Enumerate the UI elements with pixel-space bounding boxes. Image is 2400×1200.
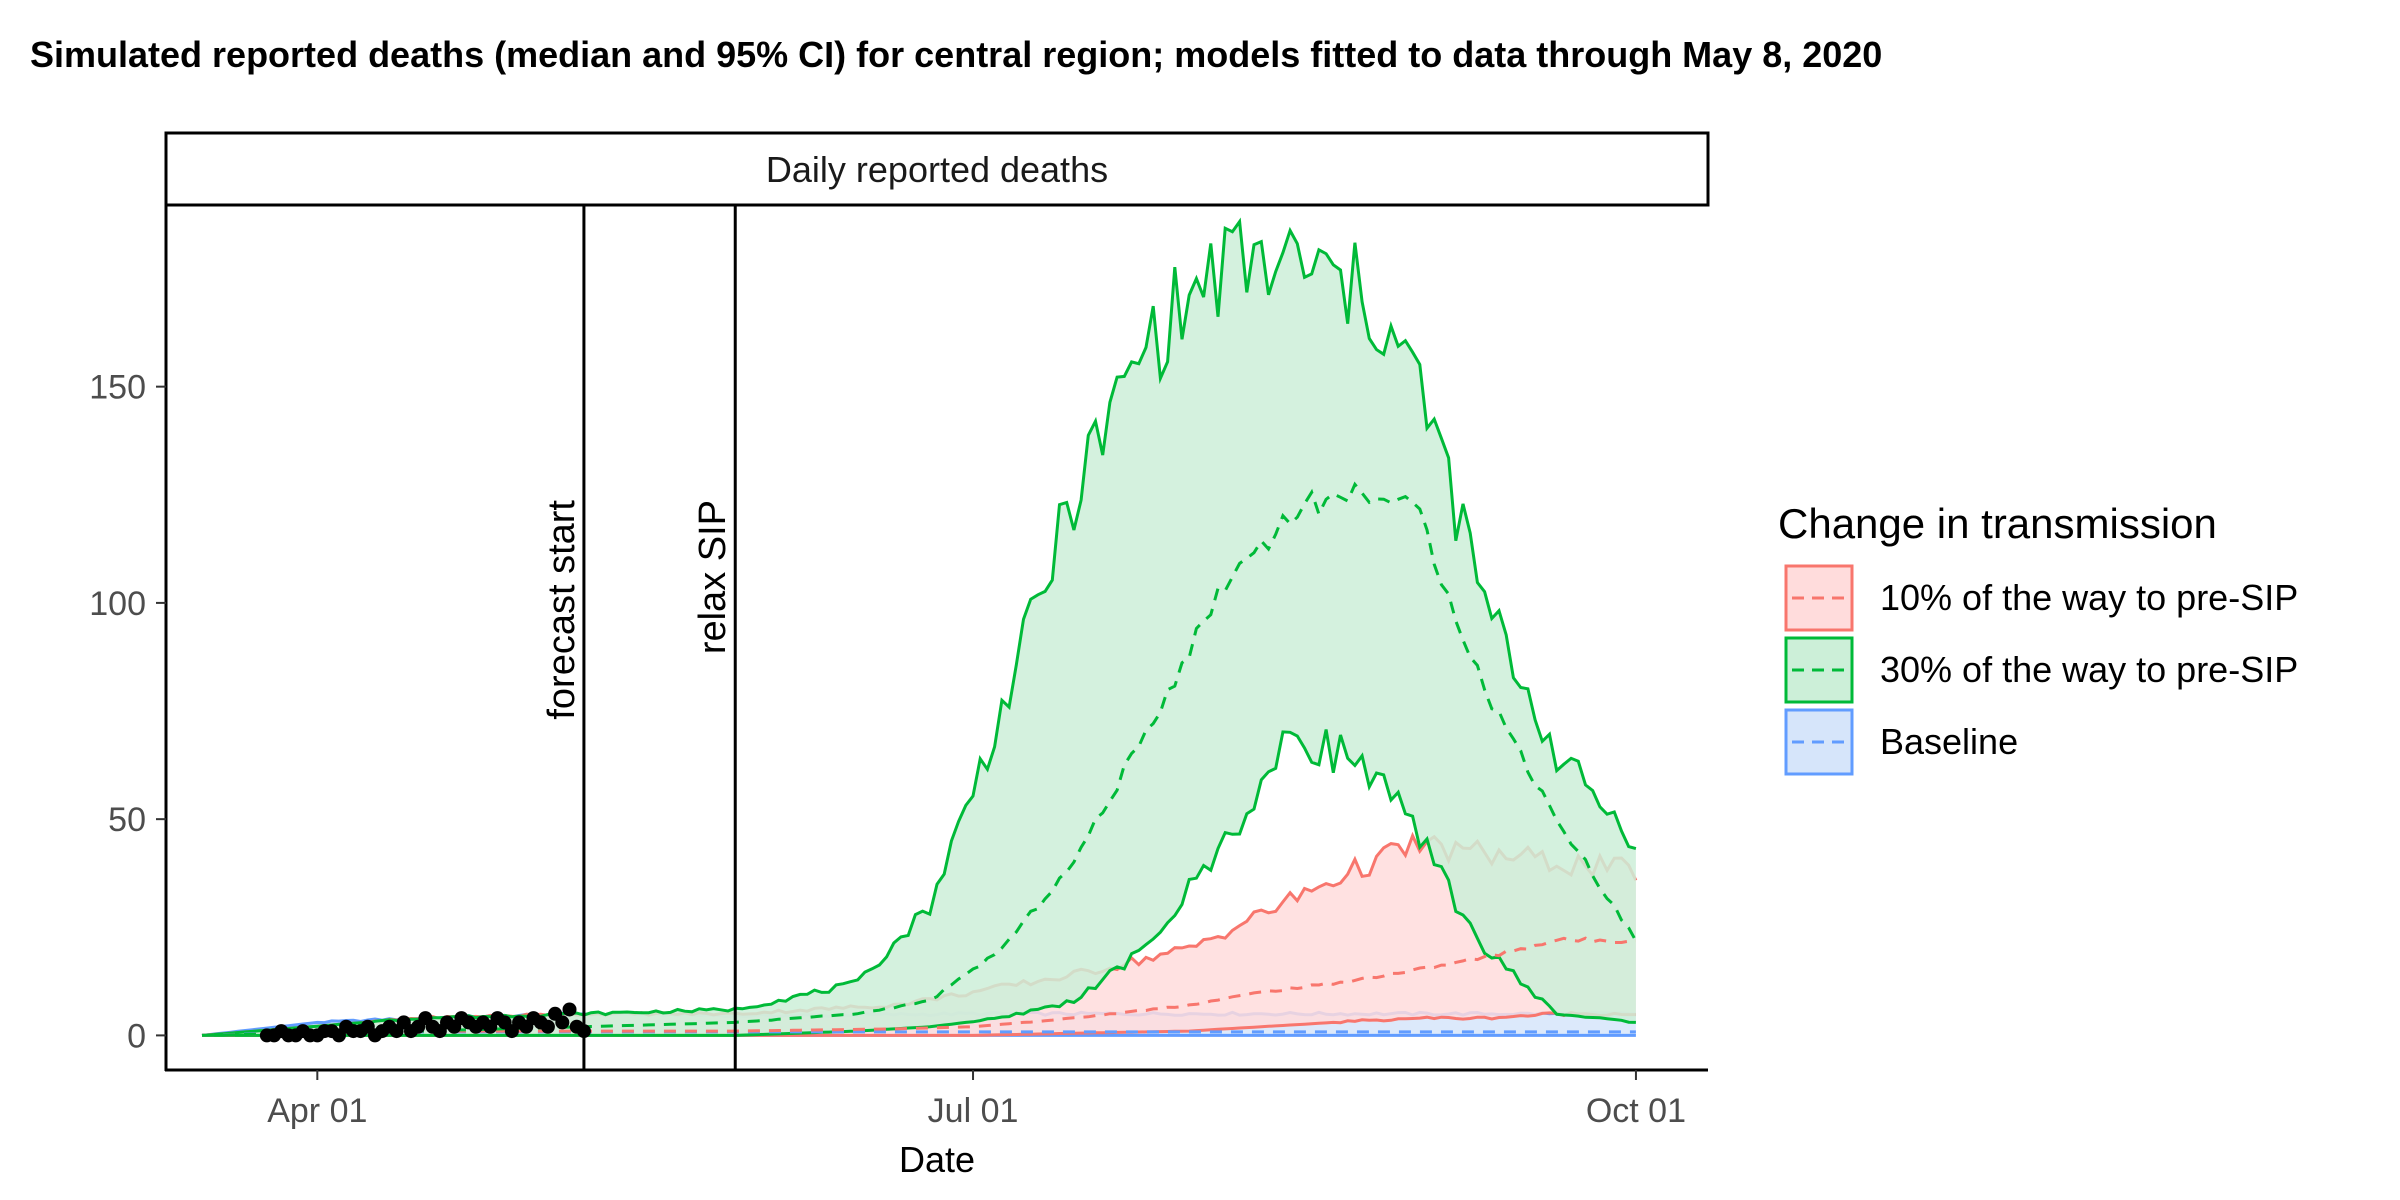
x-tick-label: Apr 01 bbox=[267, 1092, 367, 1130]
y-tick-label: 50 bbox=[108, 801, 146, 839]
legend-label: Baseline bbox=[1880, 721, 2018, 762]
upper-line-30-of-the-way-to-pre-sip bbox=[201, 217, 1637, 1037]
observed-point bbox=[555, 1015, 570, 1030]
y-tick-label: 0 bbox=[127, 1017, 146, 1055]
x-tick-label: Jul 01 bbox=[928, 1092, 1019, 1130]
vline-label: forecast start bbox=[541, 500, 583, 720]
legend-title: Change in transmission bbox=[1778, 500, 2217, 547]
y-tick-label: 100 bbox=[89, 585, 146, 623]
ci-band-30-of-the-way-to-pre-sip bbox=[202, 221, 1636, 1036]
panel-title: Daily reported deaths bbox=[766, 149, 1108, 190]
x-axis-title: Date bbox=[899, 1139, 975, 1180]
chart-title: Simulated reported deaths (median and 95… bbox=[30, 34, 1883, 75]
observed-point bbox=[562, 1002, 577, 1017]
observed-point bbox=[540, 1019, 555, 1034]
ci-band-10-of-the-way-to-pre-sip bbox=[202, 835, 1636, 1036]
y-tick-label: 150 bbox=[89, 369, 146, 407]
legend-label: 30% of the way to pre-SIP bbox=[1880, 649, 2298, 690]
vline-label: relax SIP bbox=[692, 500, 734, 654]
legend-label: 10% of the way to pre-SIP bbox=[1880, 577, 2298, 618]
panel-strip bbox=[164, 131, 1710, 207]
x-tick-label: Oct 01 bbox=[1586, 1092, 1686, 1130]
